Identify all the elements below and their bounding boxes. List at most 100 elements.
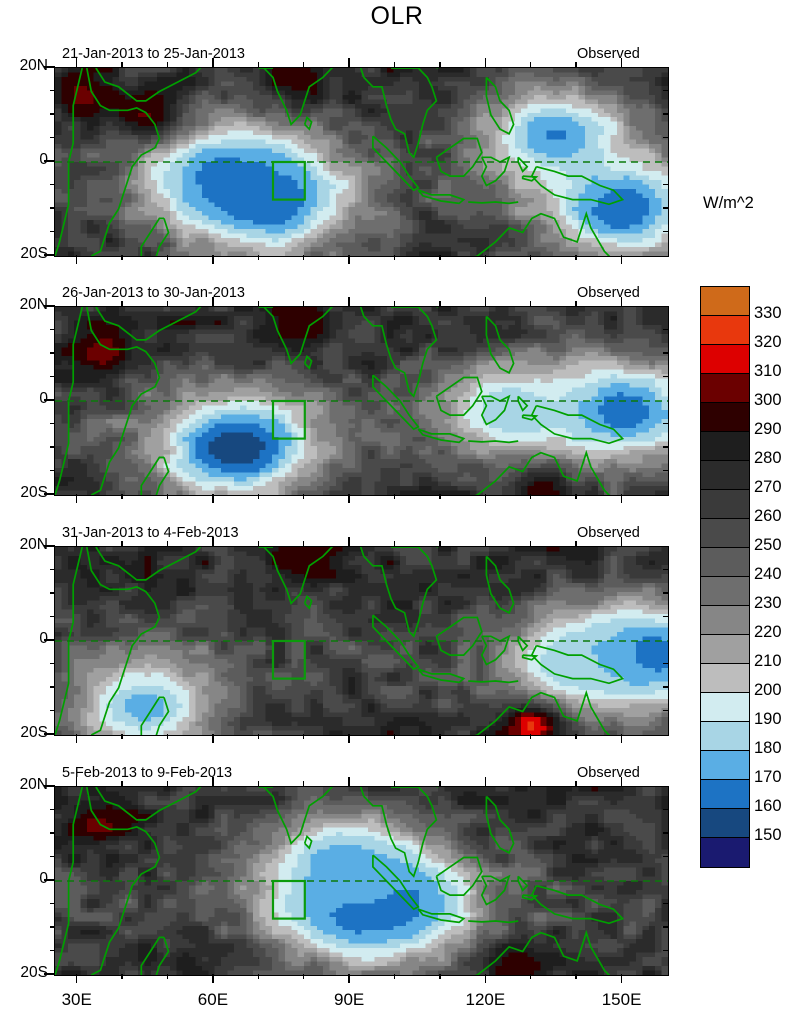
y-tick xyxy=(44,639,55,641)
y-minor-tick xyxy=(663,375,668,378)
colorbar-tick-label: 320 xyxy=(754,333,782,351)
x-tick xyxy=(121,255,123,260)
colorbar-tick-label: 220 xyxy=(754,623,782,641)
x-tick xyxy=(212,255,214,264)
x-tick xyxy=(121,541,123,546)
x-tick xyxy=(348,974,350,983)
y-minor-tick xyxy=(663,230,668,233)
x-tick xyxy=(303,974,305,979)
x-tick xyxy=(439,781,441,786)
y-minor-tick xyxy=(50,207,55,209)
x-tick xyxy=(530,255,532,260)
x-tick xyxy=(620,297,623,306)
x-tick xyxy=(439,494,441,499)
y-minor-tick xyxy=(663,446,668,448)
y-minor-tick xyxy=(50,709,55,712)
colorbar-swatch xyxy=(701,403,749,432)
x-tick xyxy=(484,974,487,983)
colorbar-swatch xyxy=(701,693,749,722)
x-tick xyxy=(121,974,123,979)
y-tick-label: 0 xyxy=(0,390,48,408)
colorbar-tick-label: 290 xyxy=(754,420,782,438)
coastlines xyxy=(55,547,625,735)
panel-title: 5-Feb-2013 to 9-Feb-2013 xyxy=(62,765,233,781)
y-tick xyxy=(44,733,55,735)
y-minor-tick xyxy=(663,113,668,115)
x-tick xyxy=(166,974,169,979)
colorbar-swatch xyxy=(701,316,749,345)
x-tick xyxy=(484,777,487,786)
page-title: OLR xyxy=(370,2,424,30)
colorbar-swatch xyxy=(701,722,749,751)
y-minor-tick xyxy=(663,328,668,331)
x-tick xyxy=(393,974,396,979)
y-minor-tick xyxy=(50,352,55,354)
y-minor-tick xyxy=(50,686,55,688)
x-tick xyxy=(484,58,487,67)
y-tick-label: 20N xyxy=(19,296,48,313)
x-tick xyxy=(575,734,577,739)
x-tick xyxy=(393,62,396,67)
x-tick xyxy=(393,781,396,786)
x-tick xyxy=(484,297,487,306)
y-minor-tick xyxy=(663,949,668,952)
x-tick xyxy=(121,62,123,67)
x-tick-label: 60E xyxy=(197,990,229,1009)
x-tick-label: 120E xyxy=(465,990,506,1009)
y-minor-tick xyxy=(663,662,668,665)
x-tick xyxy=(257,255,260,260)
analysis-box xyxy=(271,399,306,440)
colorbar-swatch xyxy=(701,751,749,780)
x-tick xyxy=(620,494,623,503)
colorbar-swatch xyxy=(701,432,749,461)
y-minor-tick xyxy=(50,808,55,811)
y-tick-label: 20N xyxy=(19,57,48,74)
x-tick xyxy=(575,301,577,306)
x-tick xyxy=(121,301,123,306)
x-tick xyxy=(76,494,78,503)
x-tick xyxy=(530,62,532,67)
x-tick xyxy=(76,58,78,67)
x-tick xyxy=(393,255,396,260)
colorbar-tick-label: 310 xyxy=(754,362,782,380)
x-tick xyxy=(76,734,78,743)
x-tick xyxy=(166,494,169,499)
x-tick xyxy=(393,494,396,499)
y-minor-tick xyxy=(50,89,55,92)
analysis-box xyxy=(271,639,306,680)
panel-2 xyxy=(54,306,669,496)
colorbar-tick-label: 160 xyxy=(754,797,782,815)
y-minor-tick xyxy=(50,855,55,858)
colorbar-tick-label: 300 xyxy=(754,391,782,409)
x-tick xyxy=(166,62,169,67)
x-tick-label: 150E xyxy=(601,990,642,1009)
y-minor-tick xyxy=(663,615,668,618)
y-minor-tick xyxy=(50,902,55,905)
colorbar-swatch xyxy=(701,374,749,403)
y-minor-tick xyxy=(663,183,668,186)
y-tick xyxy=(44,66,55,68)
colorbar-swatch xyxy=(701,635,749,664)
x-tick xyxy=(303,781,305,786)
y-minor-tick xyxy=(663,709,668,712)
x-tick xyxy=(212,974,214,983)
colorbar-strip xyxy=(700,286,750,868)
y-tick xyxy=(44,160,55,162)
coastlines xyxy=(55,68,625,256)
y-minor-tick xyxy=(50,615,55,618)
y-tick-label: 0 xyxy=(0,870,48,888)
colorbar-tick-label: 250 xyxy=(754,536,782,554)
x-tick xyxy=(257,301,260,306)
y-minor-tick xyxy=(50,469,55,472)
x-tick xyxy=(530,301,532,306)
y-minor-tick xyxy=(663,568,668,571)
x-tick xyxy=(620,537,623,546)
x-tick xyxy=(393,541,396,546)
colorbar-swatch xyxy=(701,780,749,809)
x-tick xyxy=(303,301,305,306)
x-tick xyxy=(257,734,260,739)
x-tick xyxy=(484,494,487,503)
x-tick xyxy=(484,734,487,743)
y-minor-tick xyxy=(50,949,55,952)
colorbar-tick-label: 280 xyxy=(754,449,782,467)
